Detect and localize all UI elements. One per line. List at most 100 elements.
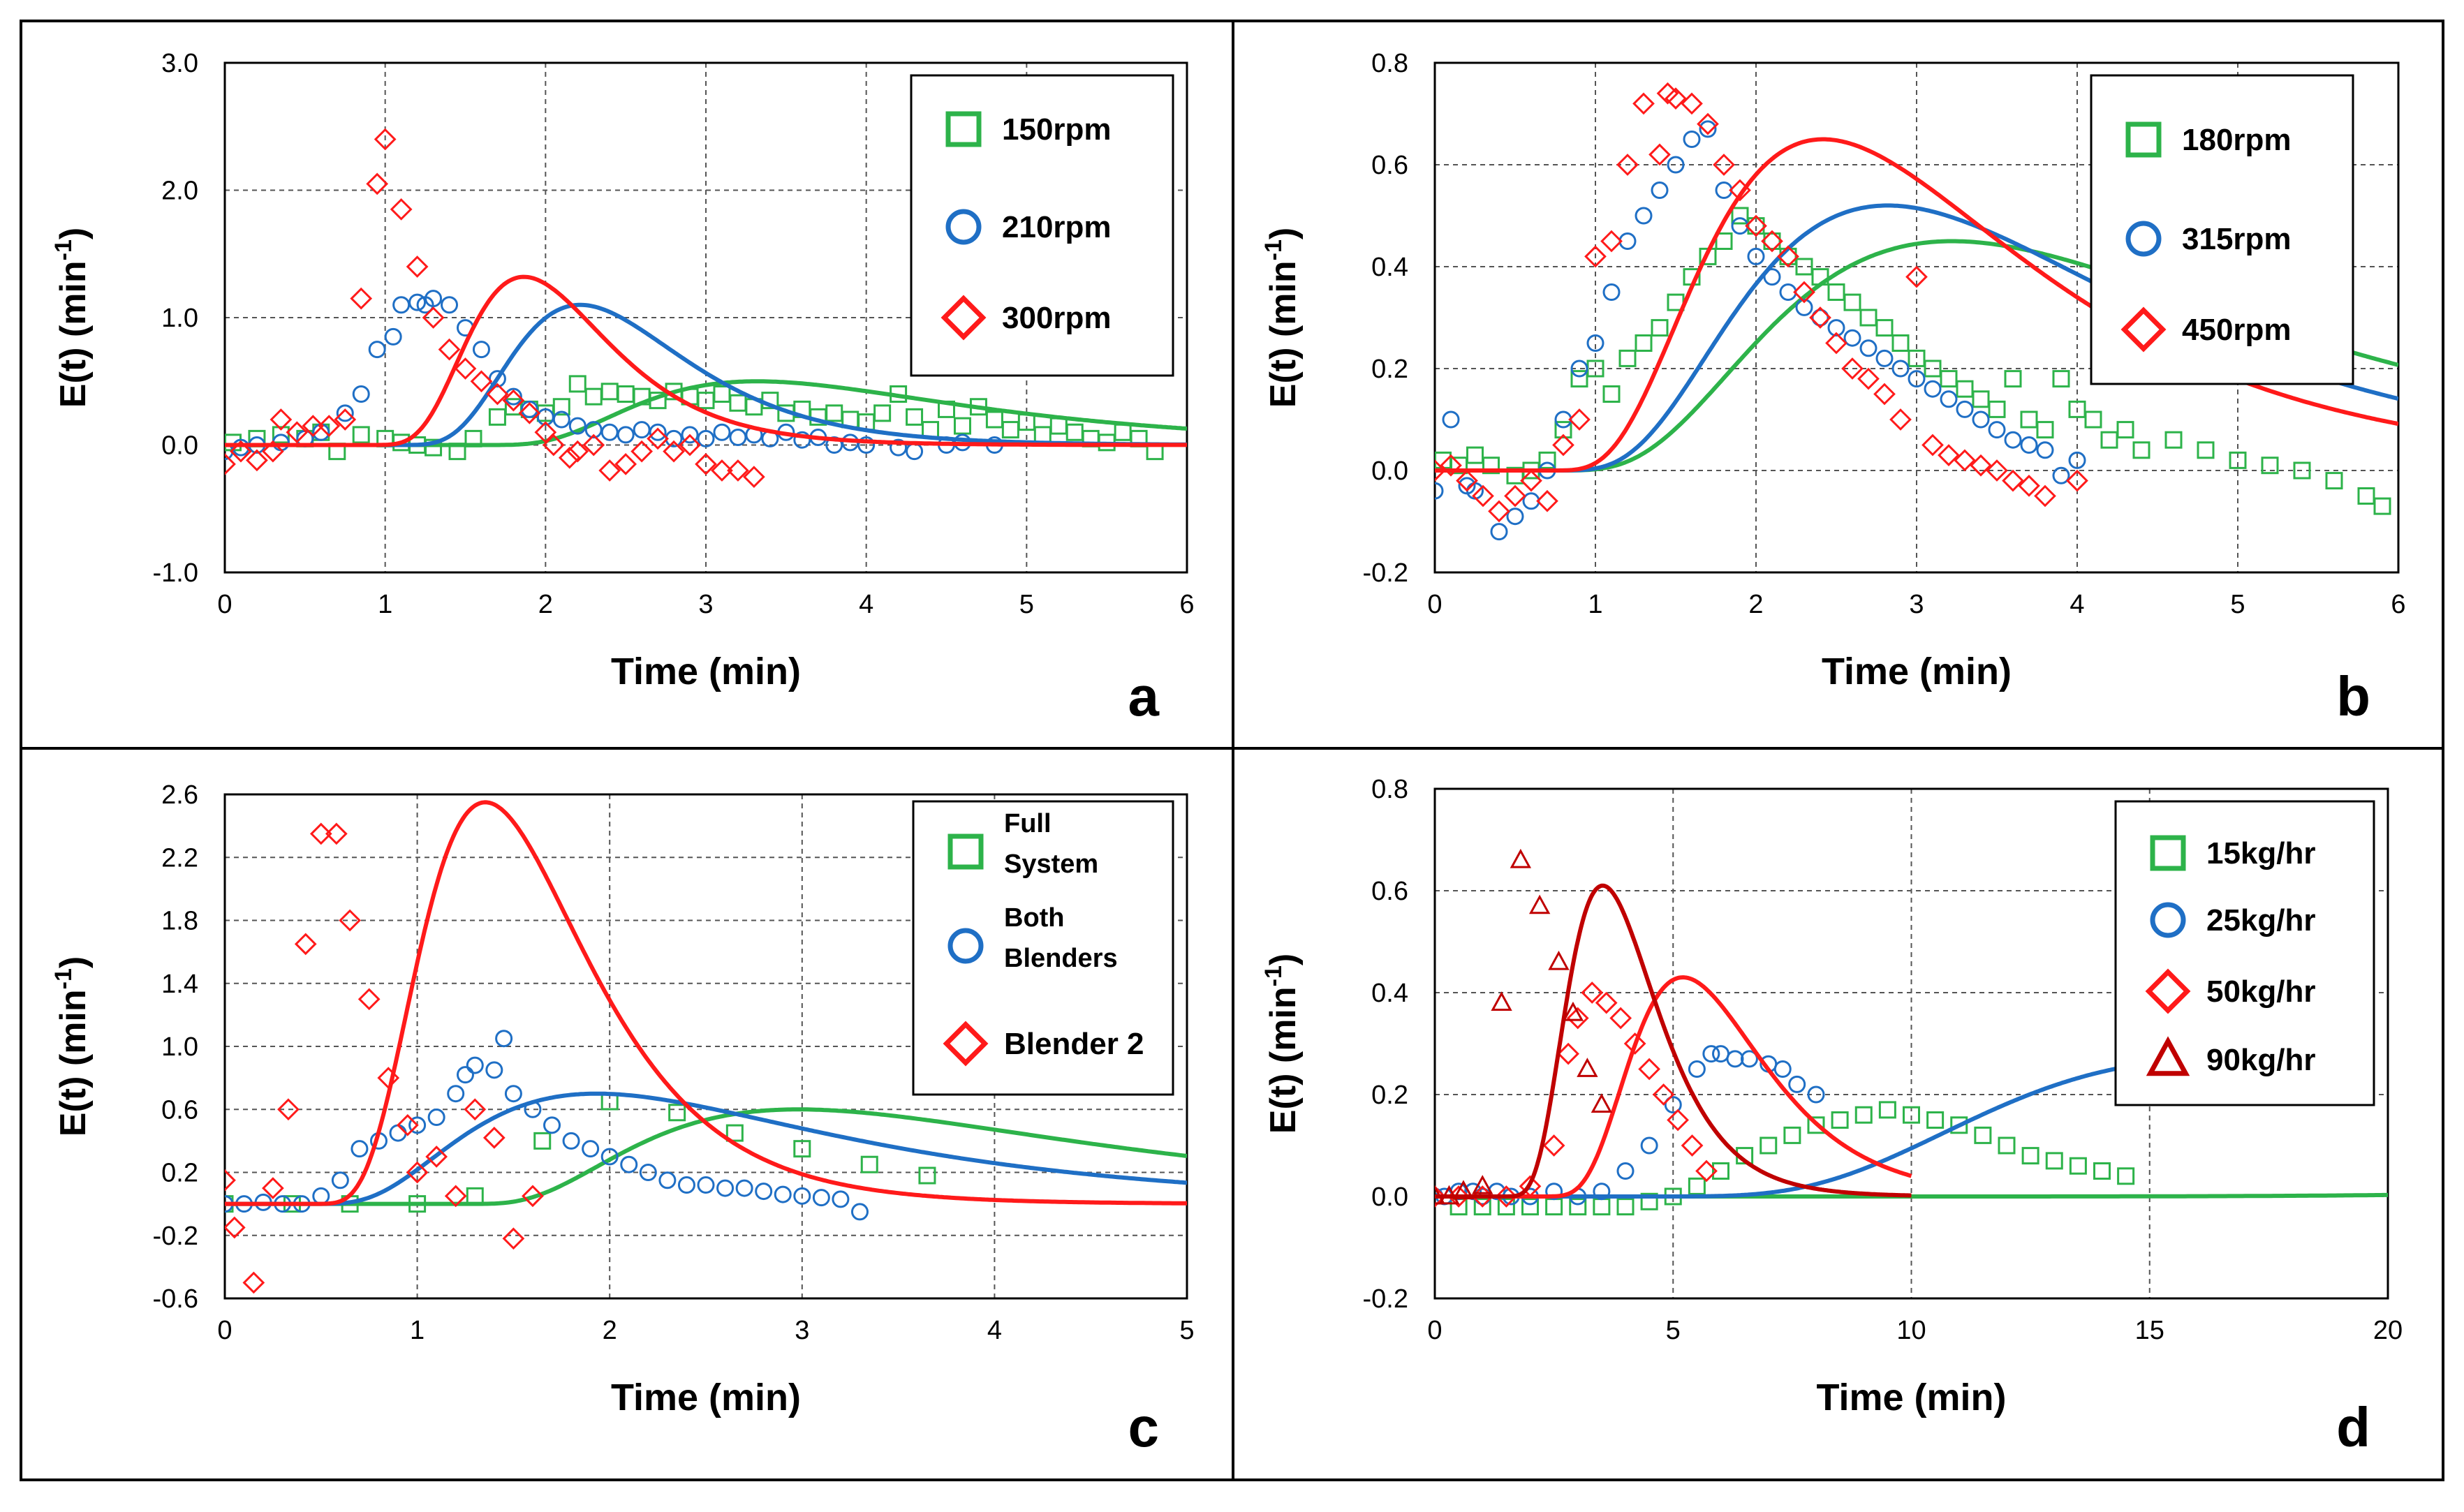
data-point [1635, 334, 1653, 352]
data-point [1761, 230, 1783, 253]
data-point [1773, 1060, 1792, 1078]
data-point [1811, 309, 1829, 327]
data-point [1986, 459, 2008, 482]
legend-marker-square [2150, 835, 2186, 871]
data-point [566, 440, 589, 463]
data-point [716, 1179, 735, 1197]
y-tick-label: -0.2 [1363, 558, 1408, 588]
data-point [1602, 283, 1621, 301]
data-point [1581, 981, 1604, 1004]
y-axis-label-main: E(t) (min [53, 989, 94, 1136]
legend: Full System Both Blenders Blender 2 [912, 800, 1174, 1096]
legend-label: 15kg/hr [2206, 836, 2316, 870]
data-point [1504, 484, 1526, 507]
data-point [1497, 1198, 1515, 1216]
data-point [1635, 207, 1653, 225]
data-point [2132, 441, 2151, 459]
legend-marker-square [945, 111, 982, 147]
data-point [488, 408, 506, 426]
data-point [1570, 360, 1588, 378]
data-point [318, 415, 341, 437]
data-point [1456, 469, 1478, 492]
data-point [1442, 410, 1460, 429]
y-tick-label: 3.0 [161, 49, 198, 78]
data-point [406, 1161, 429, 1184]
data-point [1713, 154, 1735, 176]
data-point [1875, 319, 1894, 337]
data-point [1435, 1185, 1446, 1208]
data-point [466, 1187, 484, 1205]
data-point [711, 459, 733, 482]
data-point [658, 1171, 677, 1189]
data-point [1903, 1106, 1920, 1124]
data-point [1552, 433, 1574, 457]
data-point [1827, 283, 1845, 301]
legend-marker-circle [947, 928, 984, 964]
data-point [1795, 258, 1813, 276]
data-point [1745, 214, 1767, 237]
data-point [1640, 1136, 1658, 1155]
data-point [441, 296, 459, 314]
data-point [647, 427, 669, 450]
chart-panel-b: 0 1 2 3 4 5 6 -0.2 0.0 0.2 0.4 0.6 0.8 Time (min) E(t)… [1260, 49, 2406, 727]
data-point [906, 408, 924, 426]
x-tick-label: 6 [1179, 590, 1194, 619]
data-point [225, 1169, 236, 1192]
y-axis-label: E(t) (min-1) [50, 956, 94, 1136]
data-point [2373, 497, 2391, 515]
data-point [1726, 1050, 1744, 1068]
panel-label-b: b [2336, 665, 2370, 727]
data-point [969, 398, 987, 416]
data-point [1795, 298, 1813, 316]
data-point [1695, 1159, 1718, 1183]
data-point [1763, 268, 1781, 286]
data-point [1998, 1136, 2016, 1155]
data-point [1807, 1085, 1825, 1104]
data-point [1566, 1007, 1589, 1030]
fit-curve-90kg-hr [1435, 883, 1912, 1199]
data-point [697, 1176, 715, 1194]
x-tick-label: 10 [1896, 1316, 1926, 1345]
data-point [1875, 349, 1894, 367]
data-point [1554, 421, 1572, 439]
data-point [1740, 1050, 1758, 1068]
y-tick-label: 1.0 [161, 304, 198, 333]
data-point [534, 421, 557, 444]
legend-marker-diamond [940, 295, 987, 341]
data-point [2100, 431, 2118, 449]
data-point [470, 370, 493, 393]
data-point [1570, 370, 1588, 388]
data-point [464, 1098, 487, 1121]
data-point [309, 822, 332, 845]
data-point [562, 1132, 580, 1150]
legend-marker-circle [2125, 221, 2162, 257]
data-point [620, 1155, 638, 1173]
legend-label: 180rpm [2182, 123, 2292, 157]
data-point [334, 408, 357, 431]
data-point [679, 433, 701, 457]
data-point [890, 385, 908, 403]
chart-panel-a: 0 1 2 3 4 5 6 -1.0 0.0 1.0 2.0 3.0 Time (min) E(t) (m… [50, 49, 1195, 727]
data-point [1648, 143, 1671, 166]
data-point [1557, 1042, 1579, 1065]
data-point [1889, 408, 1912, 431]
data-point [1667, 1109, 1689, 1132]
data-point [454, 357, 477, 380]
data-point [2020, 410, 2038, 429]
data-point [1924, 360, 1942, 378]
x-tick-label: 4 [859, 590, 873, 619]
legend: 15kg/hr 25kg/hr 50kg/hr 90kg/hr [2114, 800, 2375, 1106]
data-point [953, 417, 971, 435]
data-point [2229, 451, 2247, 469]
data-point [325, 822, 348, 845]
data-point [390, 198, 413, 221]
y-tick-label: -0.2 [1363, 1284, 1408, 1314]
x-axis-label: Time (min) [1822, 651, 2012, 692]
x-tick-label: 15 [2135, 1316, 2164, 1345]
data-point [406, 255, 429, 278]
x-tick-label: 1 [1588, 590, 1602, 619]
data-point [1777, 245, 1799, 268]
data-point [339, 909, 362, 932]
data-point [368, 341, 386, 359]
data-point [1747, 247, 1765, 265]
